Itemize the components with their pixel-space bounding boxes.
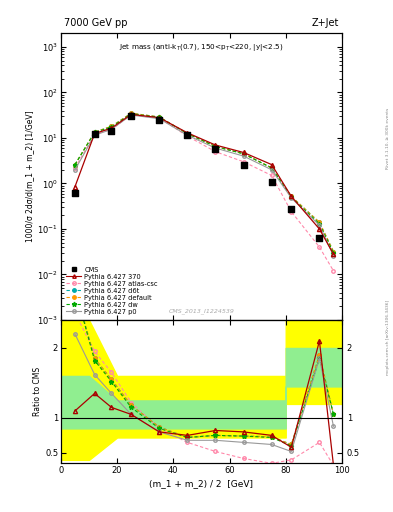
Point: [92, 130, 98, 138]
Legend: CMS, Pythia 6.427 370, Pythia 6.427 atlas-csc, Pythia 6.427 d6t, Pythia 6.427 de: CMS, Pythia 6.427 370, Pythia 6.427 atla…: [64, 265, 160, 316]
Point: [108, 126, 115, 135]
Point: [288, 205, 294, 213]
Text: Z+Jet: Z+Jet: [312, 17, 339, 28]
Text: Rivet 3.1.10, ≥ 300k events: Rivet 3.1.10, ≥ 300k events: [386, 108, 390, 169]
Point: [156, 116, 162, 124]
X-axis label: (m_1 + m_2) / 2  [GeV]: (m_1 + m_2) / 2 [GeV]: [149, 479, 253, 488]
Point: [241, 161, 247, 169]
Point: [72, 189, 78, 197]
Y-axis label: 1000/σ 2dσ/d(m_1 + m_2) [1/GeV]: 1000/σ 2dσ/d(m_1 + m_2) [1/GeV]: [26, 111, 35, 243]
Text: 7000 GeV pp: 7000 GeV pp: [64, 17, 127, 28]
Point: [212, 145, 219, 153]
Text: mcplots.cern.ch [arXiv:1306.3436]: mcplots.cern.ch [arXiv:1306.3436]: [386, 301, 390, 375]
Text: Jet mass (anti-k$_T$(0.7), 150<p$_T$<220, |y|<2.5): Jet mass (anti-k$_T$(0.7), 150<p$_T$<220…: [119, 42, 284, 53]
Point: [184, 131, 191, 139]
Point: [128, 112, 134, 120]
Text: CMS_2013_I1224539: CMS_2013_I1224539: [169, 309, 234, 314]
Y-axis label: Ratio to CMS: Ratio to CMS: [33, 367, 42, 416]
Point: [268, 178, 275, 186]
Point: [316, 233, 323, 242]
